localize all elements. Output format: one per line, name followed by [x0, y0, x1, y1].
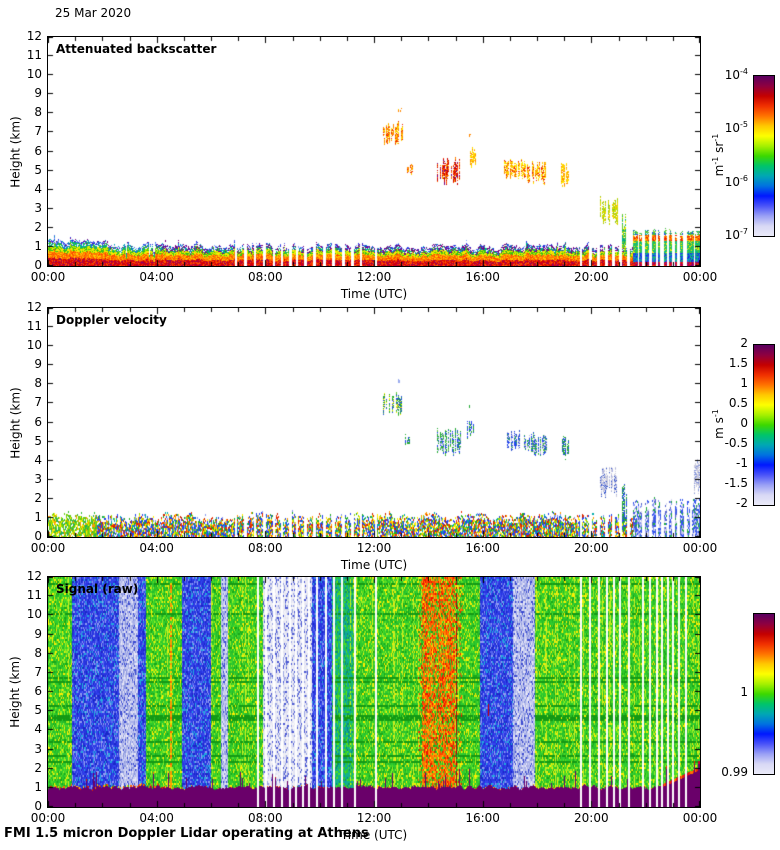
y-tick-label: 3: [34, 471, 42, 486]
y-tick-label: 11: [26, 319, 42, 334]
colorbar-tick-label: 10-5: [724, 120, 748, 136]
y-tick-label: 12: [26, 569, 42, 583]
y-tick-label: 7: [34, 395, 42, 410]
colorbar-tick-label: -0.5: [724, 436, 748, 450]
panel-title: Signal (raw): [56, 582, 139, 596]
panel-title: Attenuated backscatter: [56, 42, 217, 56]
y-tick-label: 5: [34, 703, 42, 718]
y-tick-label: 3: [34, 200, 42, 215]
y-tick-label: 8: [34, 376, 42, 391]
y-tick-label: 11: [26, 588, 42, 603]
y-tick-label: 10: [26, 67, 42, 82]
y-tick-label: 10: [26, 338, 42, 353]
y-tick-label: 0: [34, 799, 42, 813]
figure-caption: FMI 1.5 micron Doppler Lidar operating a…: [4, 826, 369, 841]
x-axis-label: Time (UTC): [340, 558, 408, 572]
colorbar-tick-label: 10-7: [724, 227, 748, 242]
x-axis-label: Time (UTC): [340, 828, 408, 842]
y-tick-label: 2: [34, 490, 42, 505]
colorbar-tick-label: 0: [740, 416, 748, 430]
panel0-heatmap-canvas: [48, 37, 700, 266]
y-tick-label: 7: [34, 124, 42, 139]
x-axis-label: Time (UTC): [340, 287, 408, 301]
x-tick-label: 20:00: [574, 811, 609, 825]
colorbar-unit-label: [708, 613, 724, 773]
colorbar-tick-label: -1: [736, 456, 748, 470]
colorbar-tick-label: 1: [740, 685, 748, 699]
date-label: 25 Mar 2020: [55, 6, 132, 20]
colorbar-tick-label: -1.5: [724, 476, 748, 490]
x-tick-label: 04:00: [139, 541, 174, 555]
y-tick-label: 10: [26, 607, 42, 622]
y-tick-label: 6: [34, 684, 42, 698]
y-tick-label: 4: [34, 181, 42, 196]
y-tick-label: 5: [34, 162, 42, 177]
y-tick-label: 6: [34, 414, 42, 429]
colorbar-tick-label: 1: [740, 376, 748, 390]
colorbar-tick-label: 0.99: [721, 765, 748, 779]
x-tick-label: 00:00: [682, 270, 718, 284]
panel2-heatmap-canvas: [48, 577, 700, 807]
x-tick-label: 08:00: [248, 811, 283, 825]
x-tick-label: 12:00: [356, 811, 392, 825]
x-tick-label: 12:00: [356, 541, 392, 555]
x-tick-label: 20:00: [574, 270, 609, 284]
y-tick-label: 5: [34, 433, 42, 448]
x-tick-label: 16:00: [465, 811, 500, 825]
y-tick-label: 8: [34, 645, 42, 660]
y-tick-label: 1: [34, 238, 42, 253]
panel1-plot: [47, 307, 701, 538]
x-tick-label: 00:00: [30, 541, 66, 555]
x-tick-label: 00:00: [30, 811, 66, 825]
colorbar-unit-label: m s-1: [711, 409, 726, 439]
x-tick-label: 16:00: [465, 541, 500, 555]
x-tick-label: 20:00: [574, 541, 609, 555]
colorbar-tick-label: 2: [740, 336, 748, 350]
y-tick-label: 0: [34, 529, 42, 543]
x-tick-label: 00:00: [682, 541, 718, 555]
colorbar-velocity: [753, 344, 775, 506]
colorbar-tick-label: 10-6: [724, 173, 748, 189]
x-tick-label: 16:00: [465, 270, 500, 284]
panel0-plot: [47, 36, 701, 267]
y-tick-label: 9: [34, 86, 42, 101]
colorbar-tick-label: 10-4: [724, 67, 748, 82]
y-tick-label: 1: [34, 509, 42, 524]
panel-title: Doppler velocity: [56, 313, 167, 327]
y-tick-label: 6: [34, 143, 42, 158]
colorbar-signal: [753, 613, 775, 775]
y-tick-label: 3: [34, 741, 42, 756]
y-tick-label: 7: [34, 664, 42, 679]
y-tick-label: 11: [26, 48, 42, 63]
y-tick-label: 2: [34, 219, 42, 234]
panel1-heatmap-canvas: [48, 308, 700, 537]
colorbar-tick-label: 0.5: [728, 396, 748, 410]
x-tick-label: 00:00: [30, 270, 66, 284]
x-tick-label: 08:00: [248, 270, 283, 284]
y-tick-label: 8: [34, 105, 42, 120]
y-tick-label: 1: [34, 779, 42, 794]
colorbar-backscatter: [753, 75, 775, 237]
y-tick-label: 9: [34, 626, 42, 641]
x-tick-label: 04:00: [139, 811, 174, 825]
colorbar-unit-label: m-1 sr-1: [711, 133, 726, 177]
y-tick-label: 4: [34, 722, 42, 737]
y-tick-label: 4: [34, 452, 42, 467]
x-tick-label: 04:00: [139, 270, 174, 284]
x-tick-label: 12:00: [356, 270, 392, 284]
y-tick-label: 9: [34, 357, 42, 372]
x-tick-label: 08:00: [248, 541, 283, 555]
y-tick-label: 0: [34, 258, 42, 272]
panel2-plot: [47, 576, 701, 808]
y-tick-label: 12: [26, 300, 42, 314]
x-tick-label: 00:00: [682, 811, 718, 825]
y-tick-label: 12: [26, 29, 42, 43]
colorbar-tick-label: 1.5: [728, 356, 748, 370]
colorbar-tick-label: -2: [736, 496, 748, 510]
y-tick-label: 2: [34, 760, 42, 775]
